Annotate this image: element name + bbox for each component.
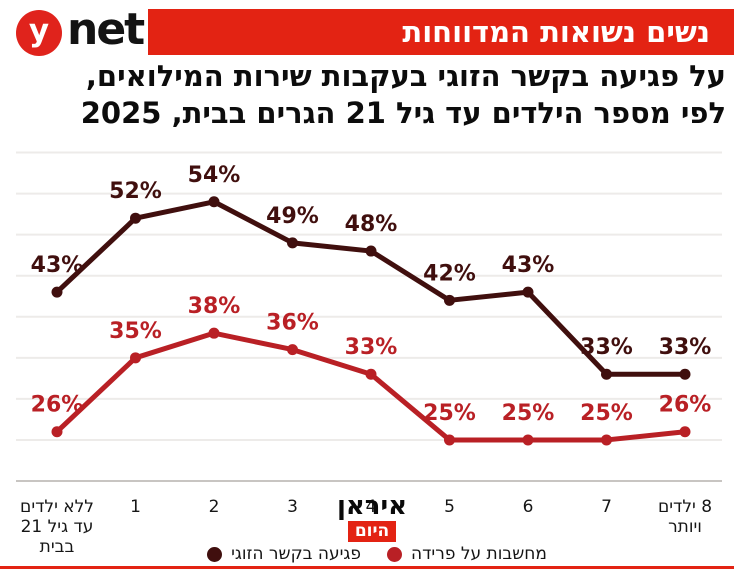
x-axis-label: 8 ילדים ויותר [657,497,713,537]
ynet-logo-y: y [28,13,50,49]
value-label: 33% [345,335,398,360]
chart-subtitle: על פגיעה בקשר הזוגי בעקבות שירות המילואי… [0,58,726,132]
value-label: 38% [188,294,241,319]
value-label: 26% [659,393,712,418]
watermark-line1: איראן [336,491,408,521]
legend-dot-red [387,546,403,562]
ynet-logo-circle: y [16,10,62,56]
x-axis-label: 4 [365,497,377,517]
value-label: 48% [345,212,398,237]
value-label: 36% [266,311,319,336]
ynet-logo-wordmark: net [67,4,145,55]
x-axis-label: 2 [208,497,220,517]
x-axis-label: 6 [522,497,534,517]
watermark: איראן היום [328,493,416,542]
chart-svg: 43% 52% 54% 49% 48% 42% 43% 33% 33% 26% 35% 38% 36% 3… [16,151,722,482]
x-axis-label: 3 [287,497,298,517]
value-label: 43% [502,253,555,278]
value-label: 49% [266,204,319,229]
value-label: 25% [502,401,555,426]
value-label: 33% [580,335,633,360]
value-label: 43% [31,253,84,278]
value-label: 52% [109,179,162,204]
bottom-red-rule [0,566,734,569]
x-axis-label: 1 [130,497,141,517]
chart-legend: פגיעה בקשר הזוגי מחשבות על פרידה [10,544,734,564]
x-axis-label: ללא ילדים עד גיל 21 בבית [20,497,94,557]
page-title: נשים נשואות המדווחות [402,15,710,49]
subtitle-line2: לפי מספר הילדים עד גיל 21 הגרים בבית, 20… [80,96,726,130]
x-axis-labels: ללא ילדים עד גיל 21 בבית 1 2 3 4 5 6 7 8 ילדים ויות… [0,497,734,563]
value-label: 26% [31,393,84,418]
value-label: 42% [423,261,476,286]
value-label: 33% [659,335,712,360]
legend-label-separation: מחשבות על פרידה [411,544,547,564]
legend-label-relationship: פגיעה בקשר הזוגי [231,544,362,564]
value-label: 25% [423,401,476,426]
x-axis-label: 7 [601,497,612,517]
value-label: 25% [580,401,633,426]
title-banner: נשים נשואות המדווחות [148,9,734,55]
x-axis-label: 5 [444,497,455,517]
value-label: 54% [188,163,241,188]
legend-dot-dark [207,546,223,562]
subtitle-line1: על פגיעה בקשר הזוגי בעקבות שירות המילואי… [85,59,726,93]
watermark-line2: היום [347,521,397,542]
value-label: 35% [109,319,162,344]
